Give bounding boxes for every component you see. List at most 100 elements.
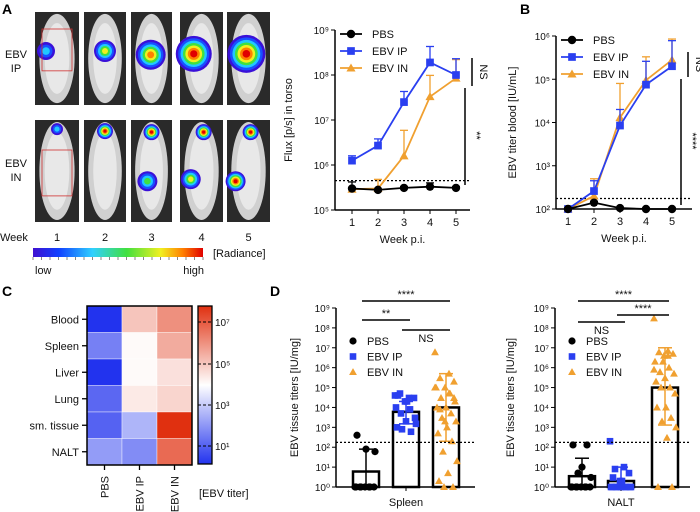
- y-tick-label: 10⁴: [535, 119, 550, 130]
- marker-pbs: [352, 483, 360, 491]
- heatmap-cell: [156, 358, 193, 386]
- marker-pbs: [568, 337, 576, 345]
- heatmap-cell: [86, 358, 123, 386]
- marker-pbs: [615, 203, 625, 213]
- mouse-image: [84, 12, 126, 105]
- legend-label: EBV IN: [367, 367, 403, 379]
- significance-label: NS: [418, 333, 433, 345]
- y-tick-label: 10⁹: [534, 304, 549, 315]
- heatmap-cell: [156, 411, 193, 439]
- mouse-body-highlight: [189, 132, 214, 210]
- legend-label: PBS: [367, 336, 389, 348]
- mouse-body-highlight: [93, 132, 117, 210]
- x-tick-label: 5: [669, 216, 675, 228]
- significance-label: ****: [615, 289, 633, 301]
- marker-ebv-in: [671, 389, 679, 397]
- colorbar-tick-label: 10³: [215, 401, 230, 412]
- week-number: 1: [54, 232, 60, 244]
- marker-ebv-in: [437, 394, 445, 401]
- marker-ebv-in: [656, 368, 664, 376]
- marker-ebv-ip: [568, 53, 576, 61]
- y-tick-label: 10⁰: [534, 483, 549, 494]
- marker-ebv-in: [443, 423, 451, 431]
- y-tick-label: 10²: [536, 205, 551, 216]
- y-tick-label: 10¹: [535, 463, 550, 474]
- marker-pbs: [451, 183, 461, 193]
- signal-blob: [149, 130, 154, 134]
- y-tick-label: 10³: [316, 423, 331, 434]
- marker-ebv-in: [655, 348, 663, 356]
- heatmap-cell: [86, 438, 123, 466]
- marker-ebv-ip: [398, 425, 406, 433]
- x-tick-label: 1: [565, 216, 571, 228]
- y-tick-label: 10⁶: [535, 32, 550, 43]
- y-tick-label: 10⁶: [315, 364, 330, 375]
- marker-pbs: [349, 337, 357, 345]
- x-axis-label: NALT: [607, 497, 635, 509]
- y-tick-label: 10⁹: [315, 304, 330, 315]
- panel-label-d: D: [270, 283, 280, 299]
- y-tick-label: 10⁵: [314, 206, 329, 217]
- week-number: 2: [102, 232, 108, 244]
- marker-ebv-ip: [426, 58, 434, 67]
- column-label: EBV IP: [135, 476, 147, 511]
- x-tick-label: 5: [453, 217, 459, 229]
- row-label: Spleen: [45, 341, 79, 353]
- mouse-body-highlight: [140, 132, 163, 210]
- marker-pbs: [567, 35, 577, 45]
- marker-ebv-in: [651, 357, 659, 365]
- mouse-image: [131, 120, 172, 222]
- heatmap-cell: [121, 305, 158, 333]
- marker-ebv-ip: [397, 410, 405, 417]
- week-number: 3: [148, 232, 154, 244]
- legend-label: EBV IN: [586, 367, 622, 379]
- marker-pbs: [667, 204, 677, 214]
- marker-ebv-ip: [407, 428, 415, 436]
- marker-pbs: [347, 184, 357, 193]
- heatmap-cell: [121, 438, 158, 466]
- marker-ebv-in: [431, 348, 439, 356]
- mouse-image: [227, 12, 270, 105]
- signal-blob: [54, 126, 60, 132]
- x-tick-label: 1: [349, 217, 355, 229]
- marker-pbs: [641, 204, 651, 214]
- marker-ebv-in: [441, 417, 449, 425]
- marker-ebv-in: [441, 383, 449, 391]
- colorbar-tick-label: 10⁷: [215, 318, 230, 329]
- marker-ebv-ip: [412, 420, 420, 428]
- series-line-ebv-in: [567, 59, 673, 210]
- mouse-image: [175, 12, 223, 105]
- radiance-colorbar: [33, 248, 203, 257]
- signal-blob: [190, 50, 198, 58]
- marker-ebv-in: [453, 457, 461, 465]
- marker-ebv-ip: [405, 394, 413, 402]
- heatmap-tissue-titer: Blood Spleen Liver Lung sm. tissue NALT PBS EBV…: [29, 305, 249, 512]
- legend-label: EBV IN: [593, 69, 629, 81]
- x-tick-label: 2: [375, 217, 381, 229]
- marker-ebv-in: [672, 423, 680, 431]
- column-label: PBS: [100, 476, 112, 498]
- marker-pbs: [371, 448, 379, 456]
- week-number: 5: [245, 232, 251, 244]
- marker-ebv-in: [450, 394, 458, 401]
- x-axis-label: Week p.i.: [601, 233, 647, 245]
- chart-spleen-titer: 10⁰ 10¹ 10² 10³ 10⁴ 10⁵ 10⁶ 10⁷ 10⁸ 10⁹ Spleen EBV …: [289, 289, 475, 509]
- legend-label: EBV IP: [586, 352, 621, 364]
- week-number: 4: [198, 232, 204, 244]
- marker-ebv-in: [445, 389, 453, 397]
- marker-ebv-in: [436, 374, 444, 382]
- bioluminescence-images: [35, 12, 270, 222]
- mouse-body-highlight: [44, 23, 70, 94]
- marker-ebv-in: [670, 369, 678, 377]
- x-tick-label: 2: [591, 216, 597, 228]
- column-label: EBV IN: [170, 476, 182, 512]
- marker-ebv-ip: [568, 353, 576, 360]
- y-tick-label: 10⁶: [534, 364, 549, 375]
- marker-ebv-ip: [406, 406, 414, 413]
- y-tick-label: 10¹: [316, 463, 331, 474]
- marker-pbs: [568, 483, 576, 491]
- marker-ebv-ip: [627, 483, 635, 491]
- signal-blob: [103, 129, 107, 133]
- y-tick-label: 10⁵: [315, 384, 330, 395]
- marker-pbs: [569, 441, 577, 449]
